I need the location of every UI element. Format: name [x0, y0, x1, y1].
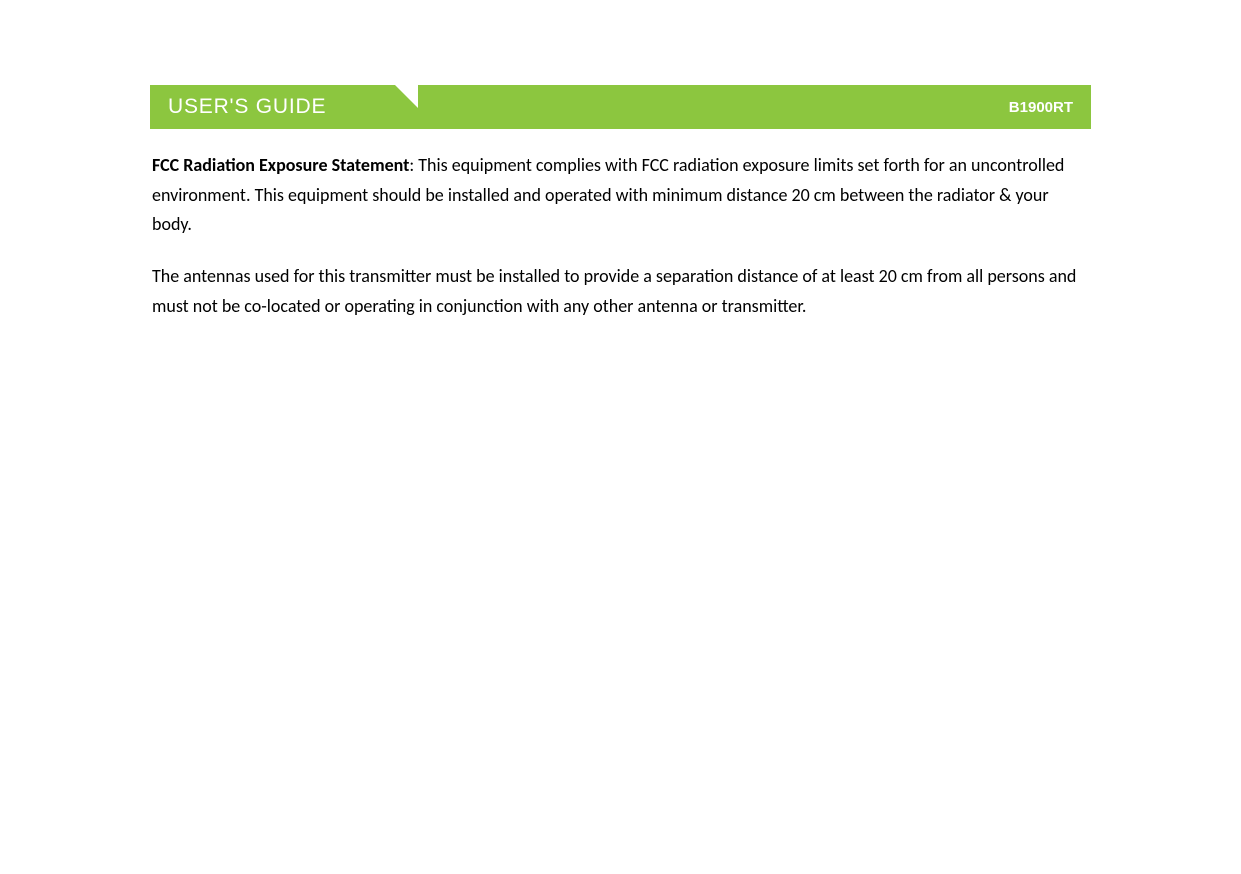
- header-title: USER'S GUIDE: [150, 95, 326, 119]
- content-area: FCC Radiation Exposure Statement: This e…: [150, 151, 1091, 321]
- paragraph-1-lead: FCC Radiation Exposure Statement: [152, 154, 409, 176]
- header-model: B1900RT: [1009, 99, 1091, 116]
- paragraph-1: FCC Radiation Exposure Statement: This e…: [152, 151, 1089, 240]
- header-banner: USER'S GUIDE B1900RT: [150, 85, 1091, 129]
- header-bar: USER'S GUIDE B1900RT: [150, 85, 1091, 129]
- paragraph-2: The antennas used for this transmitter m…: [152, 262, 1089, 321]
- paragraph-2-text: The antennas used for this transmitter m…: [152, 265, 1076, 317]
- page-container: USER'S GUIDE B1900RT FCC Radiation Expos…: [0, 0, 1241, 321]
